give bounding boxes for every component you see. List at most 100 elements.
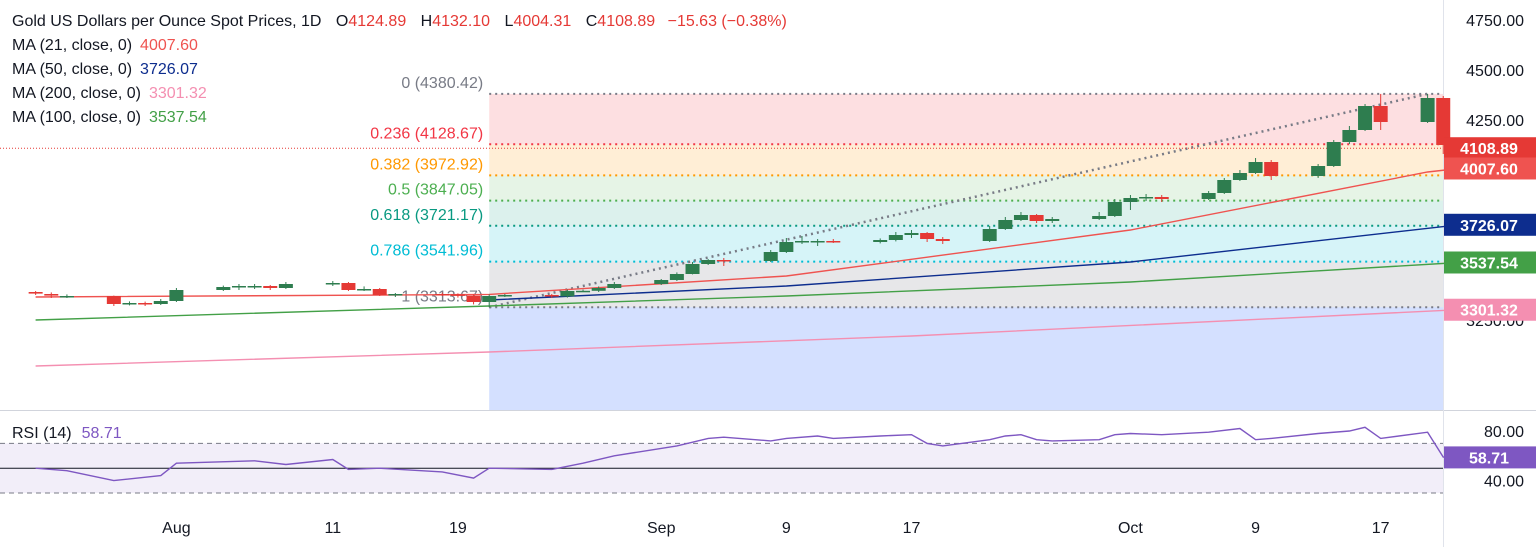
price-label-box	[1444, 137, 1536, 160]
candle-body	[982, 229, 997, 241]
x-tick-label: Sep	[647, 520, 676, 537]
legend-ma21[interactable]: MA (21, close, 0) 4007.60	[12, 34, 787, 58]
legend-ma200[interactable]: MA (200, close, 0) 3301.32	[12, 82, 787, 106]
candle	[920, 232, 935, 242]
low-value: 4004.31	[513, 13, 572, 30]
candle-body	[497, 295, 512, 297]
y-tick-label: 4750.00	[1466, 13, 1524, 30]
candle-body	[1201, 193, 1216, 199]
candle-body	[763, 252, 778, 261]
candle	[450, 293, 465, 298]
candle	[1013, 212, 1028, 221]
candle-body	[716, 260, 731, 262]
candle	[607, 282, 622, 289]
candle	[388, 293, 403, 297]
open-label: O	[335, 13, 349, 30]
candle	[325, 281, 340, 286]
candle-body	[138, 303, 153, 305]
candle	[231, 284, 246, 290]
candle-body	[1232, 173, 1247, 180]
candle	[44, 292, 59, 298]
candle	[763, 250, 778, 262]
x-tick-label: 9	[1251, 520, 1260, 537]
high-value: 4132.10	[432, 13, 491, 30]
candle-body	[591, 288, 606, 291]
chart-legend: Gold US Dollars per Ounce Spot Prices, 1…	[12, 10, 787, 130]
candle	[1420, 94, 1435, 123]
candle	[28, 291, 43, 295]
candle-body	[372, 289, 387, 295]
candle	[1311, 164, 1326, 178]
candle	[466, 294, 481, 305]
candle-body	[810, 241, 825, 243]
x-tick-label: 9	[782, 520, 791, 537]
ma-line-ma21	[35, 167, 1459, 298]
ma21-value: 4007.60	[140, 37, 198, 54]
candle-body	[1154, 197, 1169, 199]
candle	[1342, 126, 1357, 144]
candle-body	[1123, 198, 1138, 202]
ma50-label: MA (50, close, 0)	[12, 61, 133, 78]
candle	[701, 259, 716, 265]
candle	[826, 239, 841, 243]
candle	[1232, 170, 1247, 181]
rsi-pane: 80.00 40.00 58.71	[0, 424, 1536, 494]
candle-body	[701, 260, 716, 264]
legend-ma100[interactable]: MA (100, close, 0) 3537.54	[12, 106, 787, 130]
price-label-text: 3537.54	[1460, 255, 1518, 272]
fib-label-0.618: 0.618 (3721.17)	[370, 207, 483, 224]
x-tick-label: 11	[324, 520, 341, 537]
candle	[1045, 217, 1060, 223]
candle-body	[153, 301, 168, 304]
candle	[138, 301, 153, 306]
candle-body	[1045, 219, 1060, 221]
candle-body	[669, 274, 684, 280]
ma100-label: MA (100, close, 0)	[12, 109, 141, 126]
candle	[1201, 191, 1216, 200]
candle	[685, 262, 700, 275]
price-label-box	[1444, 251, 1536, 274]
candle	[810, 239, 825, 246]
price-label-box	[1444, 213, 1536, 236]
candle-body	[278, 284, 293, 288]
ma-line-ma200	[35, 309, 1459, 367]
x-tick-label: Oct	[1118, 520, 1143, 537]
ma-line-ma100	[35, 261, 1459, 321]
candle-body	[106, 296, 121, 304]
rsi-tick-label: 40.00	[1484, 474, 1524, 491]
candle	[654, 279, 669, 285]
candle-body	[435, 294, 450, 296]
candle	[1264, 160, 1279, 180]
candle-body	[1358, 106, 1373, 130]
fib-trend-line	[488, 92, 1428, 309]
rsi-legend[interactable]: RSI (14) 58.71	[12, 425, 122, 443]
legend-ma50[interactable]: MA (50, close, 0) 3726.07	[12, 58, 787, 82]
candle-body	[1107, 202, 1122, 216]
candle	[1154, 195, 1169, 202]
open-value: 4124.89	[348, 13, 407, 30]
fib-label-0.236: 0.236 (4128.67)	[370, 125, 483, 142]
rsi-tick-label: 80.00	[1484, 424, 1524, 441]
candle-body	[1420, 98, 1435, 122]
candle-body	[1264, 162, 1279, 176]
candle-body	[263, 286, 278, 288]
candle	[998, 217, 1013, 230]
candle-body	[216, 287, 231, 290]
candle-body	[1311, 166, 1326, 176]
candle	[669, 272, 684, 281]
candle	[1326, 140, 1341, 167]
high-label: H	[420, 13, 433, 30]
candle-body	[1373, 106, 1388, 122]
ma-line-ma50	[489, 224, 1459, 301]
close-value: 4108.89	[597, 13, 656, 30]
fib-label-0.786: 0.786 (3541.96)	[370, 243, 483, 260]
candle-body	[1342, 130, 1357, 142]
candle-body	[59, 296, 74, 298]
fib-zone-1	[489, 307, 1443, 410]
candle	[1029, 214, 1044, 223]
candle-body	[122, 303, 137, 305]
candle-body	[325, 283, 340, 285]
candle	[873, 238, 888, 244]
